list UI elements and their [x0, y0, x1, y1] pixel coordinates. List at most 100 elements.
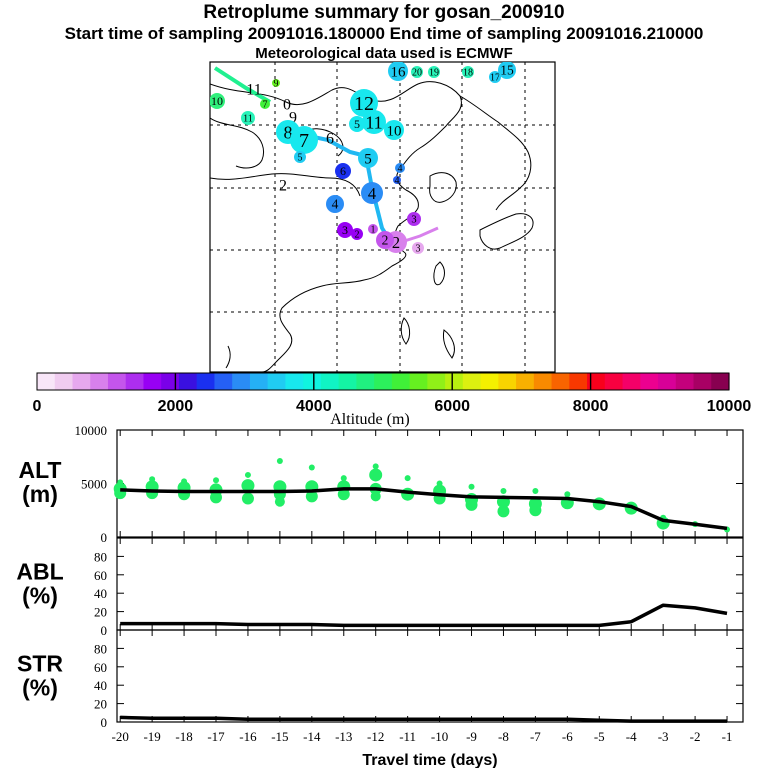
colorbar-tick-label: 6000 — [434, 398, 470, 415]
plume-marker-label: 12 — [354, 93, 374, 115]
colorbar-swatch — [693, 373, 712, 390]
colorbar-swatch — [125, 373, 145, 390]
y-tick-label: 20 — [94, 697, 107, 712]
panel-abl: 0 20 40 60 80 ABL(%) — [16, 537, 744, 638]
plume-marker-label: 10 — [387, 123, 402, 139]
plume-marker-label: 2 — [355, 230, 360, 241]
plume-marker — [428, 66, 440, 78]
plume-marker — [376, 231, 394, 249]
plume-marker-label: 4 — [368, 184, 376, 203]
x-tick-label: -9 — [466, 729, 477, 744]
scatter-point — [500, 487, 507, 494]
plume-marker — [489, 71, 501, 83]
plume-marker — [384, 120, 404, 140]
scatter-point — [274, 496, 285, 507]
panel-ylabel: STR — [17, 650, 63, 676]
plume-marker-label: 6 — [326, 131, 334, 148]
colorbar-swatch — [338, 373, 357, 390]
colorbar-swatch — [37, 373, 56, 390]
plume-marker-label: 7 — [299, 130, 309, 152]
x-tick-label: -1 — [722, 729, 733, 744]
plume-marker-label: 2 — [392, 233, 400, 252]
colorbar-label: Altitude (m) — [330, 411, 410, 428]
x-tick-label: -3 — [658, 729, 669, 744]
chart-title: Retroplume summary for gosan_200910 — [203, 2, 565, 23]
colorbar-swatch — [604, 373, 624, 390]
met-data-note: Meteorological data used is ECMWF — [255, 45, 513, 62]
plume-marker — [407, 212, 421, 226]
x-tick-label: -7 — [530, 729, 541, 744]
x-tick-label: -10 — [431, 729, 448, 744]
colorbar-swatch — [462, 373, 482, 390]
colorbar-swatch — [533, 373, 553, 390]
panel-ylabel-unit: (%) — [22, 674, 58, 700]
time-series-panels: 0500010000ALT(m)020406080ABL(%)020406080… — [16, 423, 744, 768]
plume-marker-label: 6 — [340, 164, 346, 178]
colorbar-swatch — [409, 373, 428, 390]
plume-marker-label: 19 — [429, 68, 439, 79]
colorbar-swatch — [161, 373, 180, 390]
x-tick-label: -2 — [690, 729, 701, 744]
plume-marker-label: 18 — [463, 68, 473, 79]
plume-marker — [368, 224, 378, 234]
map-grid — [210, 62, 555, 372]
colorbar-swatch — [658, 373, 677, 390]
scatter-point — [241, 479, 255, 493]
colorbar-tick-label: 10000 — [707, 398, 752, 415]
plume-marker-label: 10 — [211, 94, 223, 108]
plume-marker-label: 3 — [416, 244, 421, 255]
plume-marker-label: 11 — [365, 112, 382, 132]
series-line — [120, 715, 727, 723]
panel-ylabel: ABL — [16, 558, 63, 584]
y-tick-label: 0 — [101, 530, 108, 545]
series-line — [120, 487, 728, 531]
plume-marker — [393, 176, 401, 184]
scatter-point — [305, 490, 318, 503]
plume-marker — [210, 93, 225, 109]
scatter-point — [497, 505, 510, 518]
plume-marker — [388, 62, 408, 81]
x-tick-label: -5 — [594, 729, 605, 744]
colorbar-swatch — [107, 373, 127, 390]
x-tick-label: -4 — [626, 729, 637, 744]
x-tick-label: -13 — [335, 729, 352, 744]
plume-marker — [349, 116, 365, 132]
plume-marker-label: 9 — [274, 79, 279, 90]
x-tick-label: -8 — [498, 729, 509, 744]
plume-marker-label: 4 — [332, 197, 339, 212]
colorbar-swatch — [640, 373, 659, 390]
colorbar-swatch — [675, 373, 695, 390]
colorbar-swatch — [711, 373, 730, 390]
plume-marker-label: 3 — [342, 223, 348, 237]
sampling-times: Start time of sampling 20091016.180000 E… — [64, 24, 704, 43]
panel-frame — [116, 629, 744, 723]
plume-marker-label: 9 — [289, 110, 297, 127]
colorbar-frame — [36, 372, 730, 391]
plume-marker — [326, 195, 344, 213]
plume-marker-label: 3 — [411, 215, 416, 226]
plume-marker — [351, 228, 363, 240]
colorbar-swatch — [374, 373, 393, 390]
y-tick-label: 0 — [101, 623, 108, 638]
map-panel: 1011119709887651211105564444233212231620… — [209, 61, 556, 373]
altitude-colorbar — [36, 372, 730, 391]
colorbar-swatch — [445, 373, 464, 390]
plume-marker — [350, 89, 378, 117]
scatter-point — [337, 488, 350, 501]
plume-marker — [358, 148, 378, 168]
y-tick-label: 40 — [94, 586, 107, 601]
plume-marker-label: 17 — [490, 73, 500, 84]
colorbar-tick-label: 2000 — [158, 398, 194, 415]
plume-marker-label: 8 — [284, 122, 293, 142]
scatter-point — [241, 492, 254, 505]
colorbar-swatch — [587, 373, 606, 390]
colorbar-swatch — [267, 373, 287, 390]
plume-marker — [395, 163, 405, 173]
plume-marker — [294, 151, 306, 163]
scatter-point — [370, 491, 381, 502]
plume-marker-label: 20 — [412, 68, 422, 79]
plume-marker-label: 15 — [500, 63, 514, 78]
plume-marker — [290, 126, 318, 154]
